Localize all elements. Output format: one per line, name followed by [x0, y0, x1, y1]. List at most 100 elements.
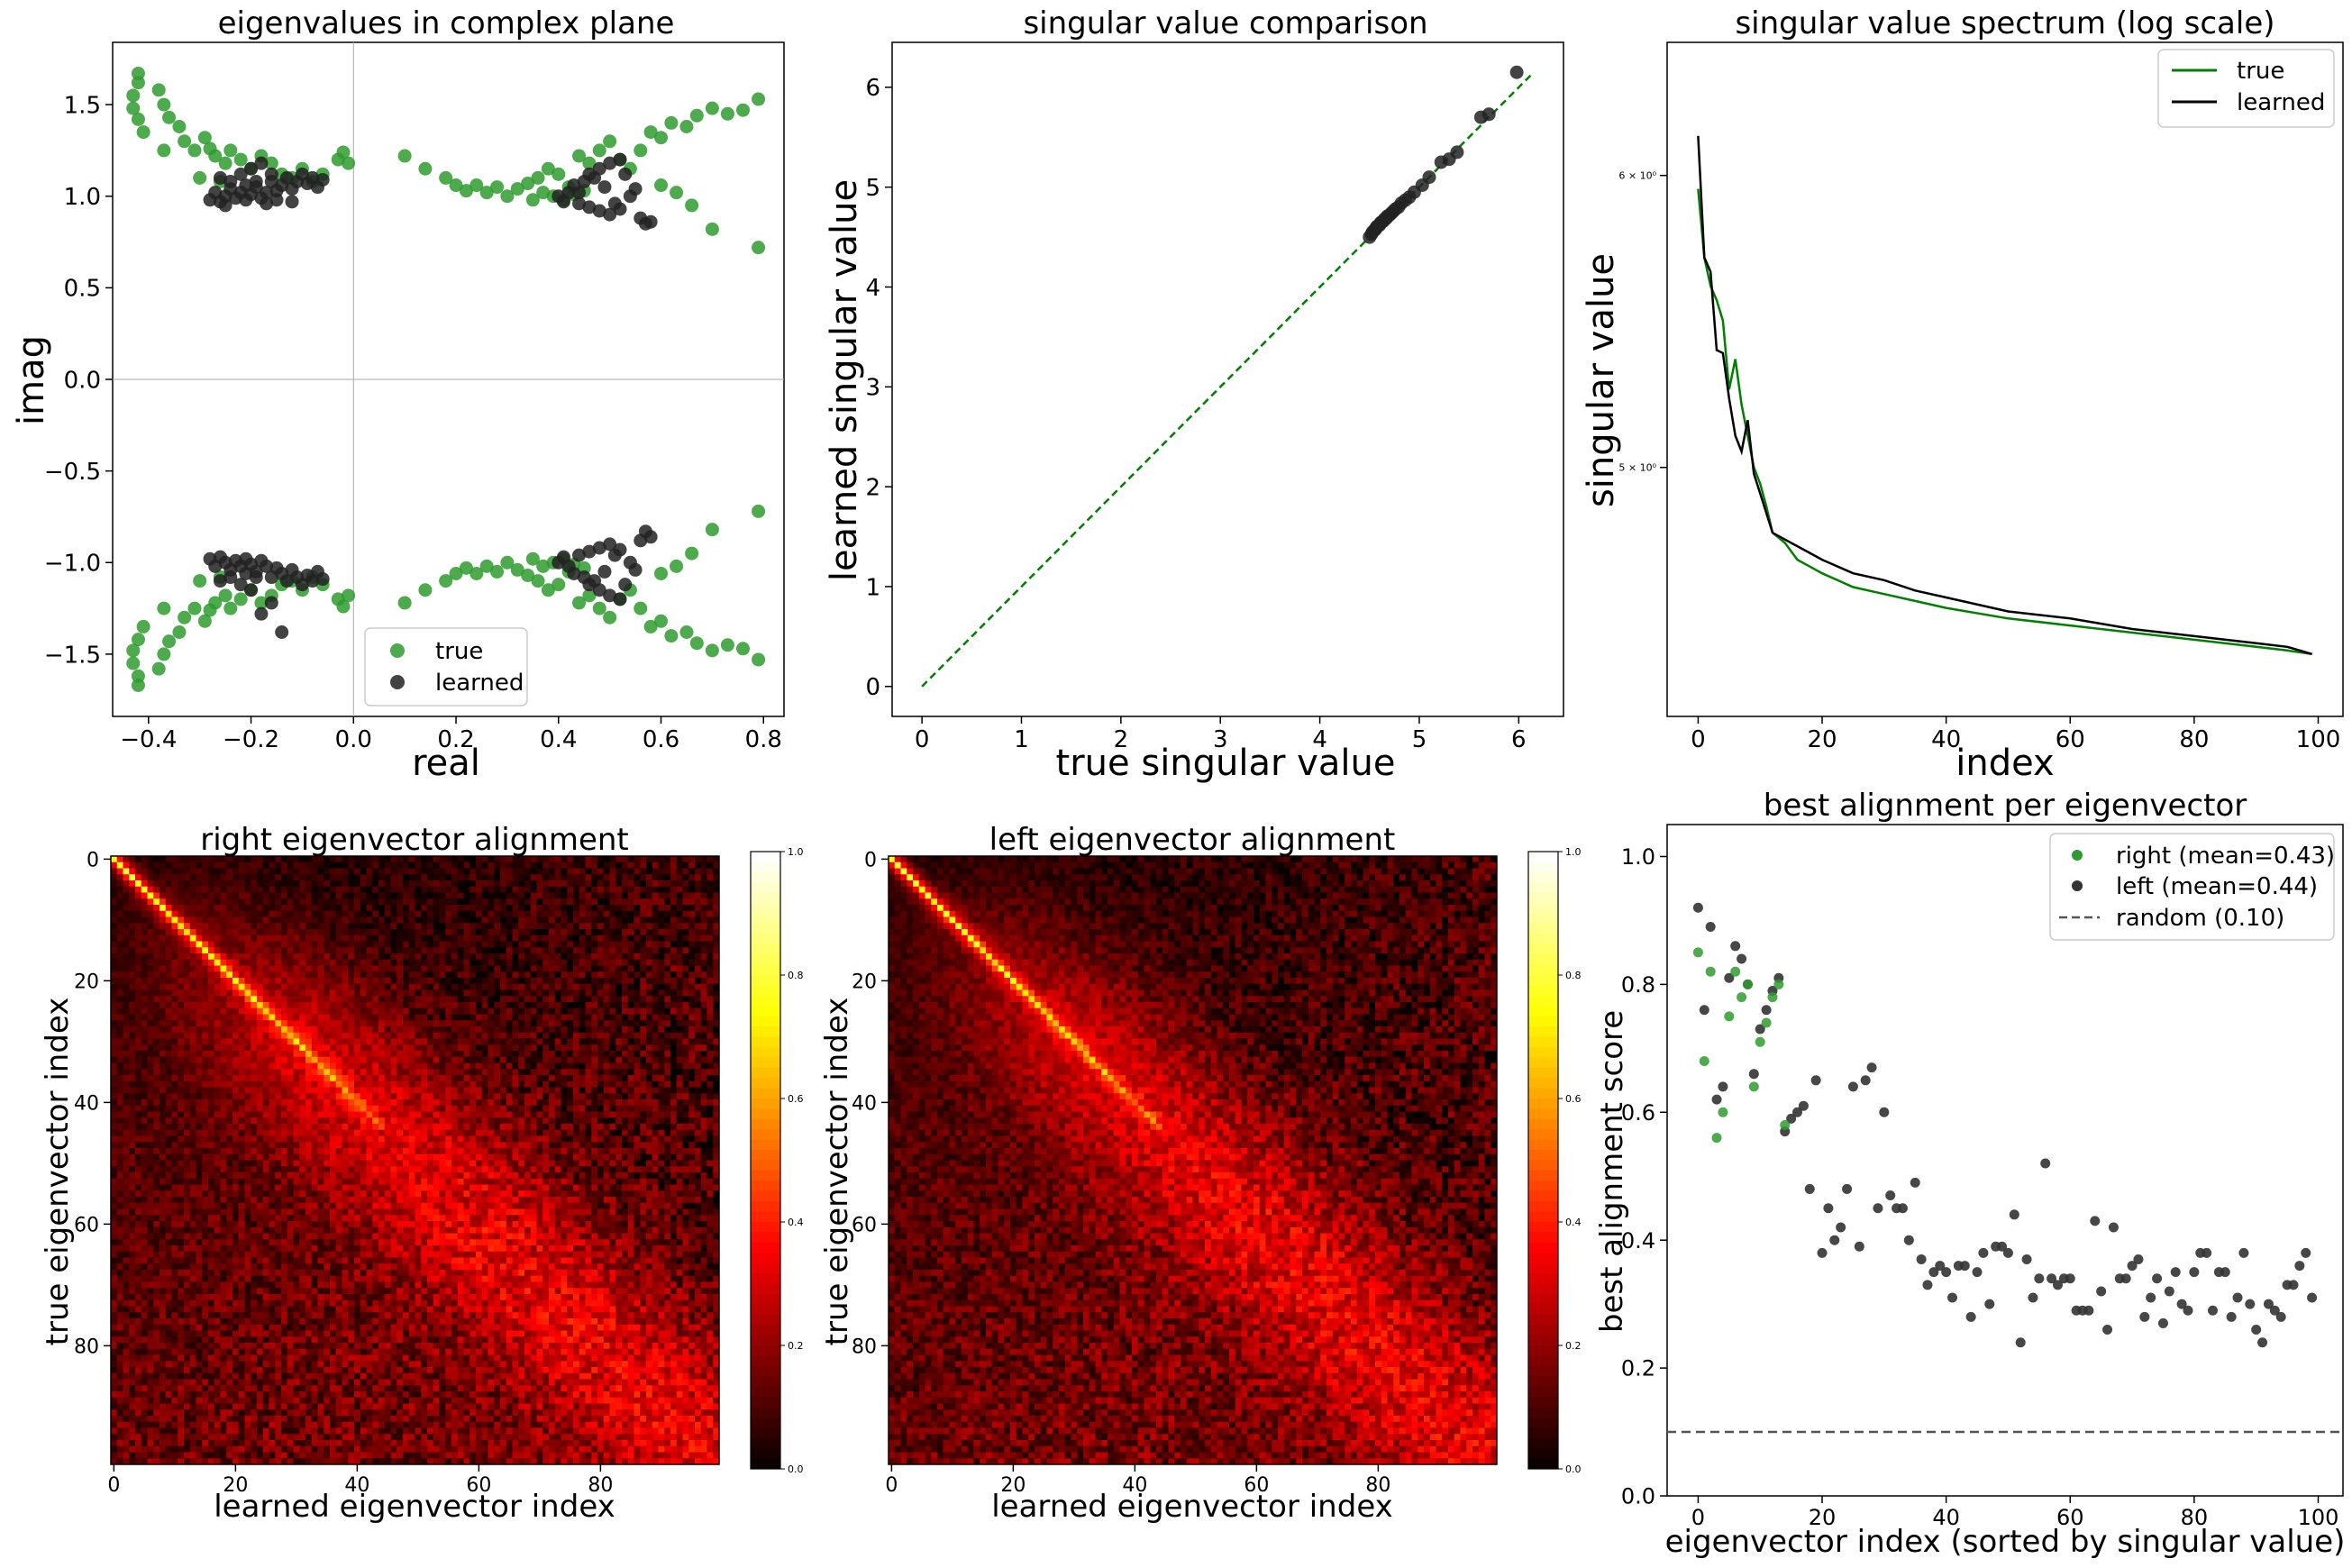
heatmap-cell — [342, 941, 349, 948]
heatmap-cell — [226, 1093, 233, 1100]
learned-eigenvalue-point — [264, 167, 278, 181]
heatmap-cell — [481, 1080, 488, 1088]
heatmap-cell — [189, 868, 196, 875]
heatmap-cell — [591, 1051, 598, 1058]
heatmap-cell — [433, 1129, 440, 1136]
heatmap-cell — [232, 934, 240, 942]
heatmap-cell — [427, 953, 434, 961]
heatmap-cell — [524, 868, 532, 875]
heatmap-cell — [354, 1099, 361, 1107]
heatmap-cell — [530, 941, 537, 948]
heatmap-cell — [408, 1044, 415, 1052]
heatmap-cell — [281, 892, 288, 899]
heatmap-cell — [591, 934, 598, 942]
heatmap-cell — [171, 941, 178, 948]
heatmap-cell — [403, 996, 410, 1003]
heatmap-cell — [178, 1002, 185, 1009]
heatmap-cell — [488, 971, 495, 979]
heatmap-cell — [287, 874, 294, 881]
heatmap-cell — [384, 910, 391, 917]
heatmap-cell — [165, 1056, 172, 1063]
heatmap-cell — [481, 916, 488, 924]
heatmap-cell — [116, 1080, 123, 1088]
heatmap-cell — [384, 1087, 391, 1094]
heatmap-cell — [646, 929, 653, 936]
heatmap-cell — [397, 965, 404, 972]
heatmap-cell — [494, 916, 501, 924]
heatmap-cell — [549, 1056, 556, 1063]
heatmap-cell — [335, 1080, 342, 1088]
heatmap-cell — [573, 941, 580, 948]
heatmap-cell — [257, 1075, 264, 1082]
heatmap-cell — [433, 1020, 440, 1027]
heatmap-cell — [682, 886, 689, 893]
heatmap-cell — [123, 941, 130, 948]
heatmap-cell — [171, 1026, 178, 1034]
heatmap-cell — [287, 1044, 294, 1052]
heatmap-cell — [634, 856, 641, 863]
heatmap-cell — [335, 910, 342, 917]
heatmap-cell — [208, 886, 215, 893]
heatmap-cell — [427, 898, 434, 906]
heatmap-cell — [579, 916, 586, 924]
heatmap-cell — [646, 1051, 653, 1058]
heatmap-cell — [585, 953, 592, 961]
heatmap-cell — [111, 1124, 118, 1131]
heatmap-cell — [445, 1093, 452, 1100]
heatmap-cell — [494, 1032, 501, 1039]
heatmap-cell — [421, 1087, 428, 1094]
heatmap-cell — [384, 1002, 391, 1009]
heatmap-cell — [445, 1111, 452, 1118]
heatmap-cell — [512, 934, 519, 942]
heatmap-cell — [700, 983, 707, 990]
heatmap-cell — [554, 1069, 561, 1076]
true-eigenvalue-point — [233, 592, 248, 606]
heatmap-cell — [561, 1099, 568, 1107]
heatmap-cell — [561, 1062, 568, 1070]
heatmap-cell — [324, 868, 331, 875]
heatmap-cell — [269, 934, 276, 942]
legend-label-true: true — [435, 638, 483, 665]
heatmap-cell — [160, 910, 167, 917]
heatmap-cell — [445, 959, 452, 966]
heatmap-cell — [567, 1124, 574, 1131]
heatmap-cell — [335, 1020, 342, 1027]
heatmap-cell — [695, 1075, 702, 1082]
heatmap-cell — [707, 1038, 714, 1045]
heatmap-cell — [549, 905, 556, 912]
heatmap-cell — [330, 1087, 337, 1094]
heatmap-cell — [354, 1026, 361, 1034]
heatmap-cell — [184, 868, 191, 875]
heatmap-cell — [506, 861, 513, 869]
heatmap-cell — [129, 868, 136, 875]
heatmap-cell — [257, 874, 264, 881]
heatmap-cell — [494, 1075, 501, 1082]
heatmap-cell — [476, 1124, 483, 1131]
heatmap-cell — [524, 965, 532, 972]
heatmap-cell — [609, 1020, 616, 1027]
heatmap-cell — [664, 1002, 671, 1009]
heatmap-cell — [713, 947, 720, 954]
heatmap-cell — [111, 874, 118, 881]
heatmap-cell — [476, 856, 483, 863]
heatmap-cell — [171, 1044, 178, 1052]
heatmap-cell — [549, 923, 556, 930]
heatmap-cell — [372, 1007, 379, 1015]
heatmap-cell — [202, 996, 209, 1003]
heatmap-cell — [324, 898, 331, 906]
heatmap-cell — [360, 905, 367, 912]
heatmap-cell — [463, 934, 470, 942]
heatmap-cell — [257, 983, 264, 990]
heatmap-cell — [348, 1044, 355, 1052]
heatmap-cell — [457, 934, 464, 942]
heatmap-cell — [360, 965, 367, 972]
heatmap-cell — [670, 953, 678, 961]
heatmap-cell — [311, 947, 318, 954]
heatmap-cell — [603, 1044, 610, 1052]
learned-eigenvalue-point — [239, 178, 253, 193]
heatmap-cell — [202, 861, 209, 869]
heatmap-cell — [469, 959, 477, 966]
heatmap-cell — [457, 1099, 464, 1107]
heatmap-cell — [603, 1117, 610, 1125]
